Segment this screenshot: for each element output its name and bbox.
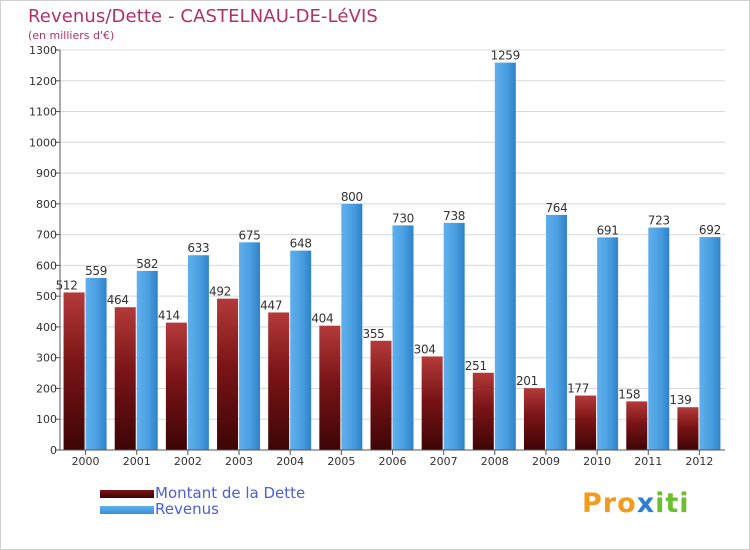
data-label-revenue: 675 [239, 228, 261, 242]
data-label-debt: 464 [107, 293, 129, 307]
chart-subtitle: (en milliers d'€) [28, 29, 115, 42]
data-label-revenue: 648 [290, 237, 312, 251]
x-tick-label: 2004 [276, 455, 304, 468]
y-tick-label: 900 [36, 167, 57, 180]
y-tick-label: 200 [36, 382, 57, 395]
x-tick-label: 2011 [634, 455, 662, 468]
y-tick-label: 1100 [29, 106, 57, 119]
data-label-debt: 304 [414, 342, 436, 356]
proxiti-logo: Proxiti [582, 488, 690, 519]
data-label-debt: 447 [260, 298, 282, 312]
y-tick-label: 400 [36, 321, 57, 334]
data-label-revenue: 764 [545, 201, 567, 215]
x-tick-label: 2007 [430, 455, 458, 468]
y-tick-label: 1200 [29, 75, 57, 88]
data-label-revenue: 730 [392, 211, 414, 225]
bar-revenue [392, 225, 414, 450]
bar-revenue [187, 255, 209, 450]
legend-label-revenue: Revenus [155, 500, 219, 518]
x-tick-label: 2012 [685, 455, 713, 468]
bars-layer: 512 559 464 582 414 633 492 675 447 648 404 800 355 7… [56, 49, 721, 450]
data-label-debt: 251 [465, 359, 487, 373]
bar-revenue [290, 250, 312, 450]
bar-debt [114, 307, 136, 450]
logo-letter: x [636, 488, 656, 519]
bar-revenue [341, 203, 363, 450]
bar-debt [319, 325, 341, 450]
bar-debt [677, 407, 699, 450]
y-tick-label: 700 [36, 229, 57, 242]
x-tick-label: 2001 [123, 455, 151, 468]
data-label-revenue: 633 [187, 241, 209, 255]
bar-debt [217, 298, 239, 450]
bar-debt [472, 372, 494, 450]
data-label-revenue: 738 [443, 209, 465, 223]
chart-title: Revenus/Dette - CASTELNAU-DE-LéVIS [28, 6, 378, 27]
x-tick-label: 2010 [583, 455, 611, 468]
logo-letter: i [679, 488, 690, 519]
data-label-revenue: 559 [85, 264, 107, 278]
data-label-revenue: 691 [597, 223, 619, 237]
y-tick-label: 800 [36, 198, 57, 211]
data-label-revenue: 1259 [491, 49, 520, 63]
bar-debt [575, 395, 597, 450]
logo-letter: t [665, 488, 680, 519]
y-tick-label: 1300 [29, 44, 57, 57]
y-tick-label: 0 [50, 444, 57, 457]
data-label-revenue: 723 [648, 214, 670, 228]
y-tick-label: 1000 [29, 136, 57, 149]
data-label-debt: 414 [158, 309, 180, 323]
data-label-debt: 158 [618, 387, 640, 401]
data-label-debt: 177 [567, 382, 589, 396]
y-tick-label: 600 [36, 259, 57, 272]
bar-debt [370, 340, 392, 450]
bar-revenue [239, 242, 261, 450]
data-label-revenue: 582 [136, 257, 158, 271]
bar-debt [268, 312, 290, 450]
bar-revenue [699, 237, 721, 450]
logo-letter: o [617, 488, 637, 519]
legend-swatch-debt [100, 490, 154, 498]
bar-debt [165, 322, 187, 450]
bar-revenue [443, 222, 465, 450]
x-tick-label: 2006 [379, 455, 407, 468]
bar-debt [421, 356, 443, 450]
logo-letter: i [655, 488, 666, 519]
data-label-debt: 139 [669, 393, 691, 407]
data-label-debt: 201 [516, 374, 538, 388]
bar-revenue [136, 270, 158, 450]
bar-revenue [85, 278, 107, 450]
bar-debt [63, 292, 85, 450]
bar-debt [626, 401, 648, 450]
x-tick-label: 2002 [174, 455, 202, 468]
data-label-debt: 512 [56, 278, 78, 292]
bar-revenue [597, 237, 619, 450]
bar-revenue [545, 214, 567, 450]
axis-layer: 0 100 200 300 400 500 600 700 800 900 1000 1100 1200… [29, 44, 725, 468]
y-tick-label: 300 [36, 352, 57, 365]
data-label-revenue: 800 [341, 190, 363, 204]
data-label-debt: 404 [311, 312, 333, 326]
data-label-debt: 492 [209, 285, 231, 299]
logo-letter: r [602, 488, 618, 519]
logo-letter: P [582, 488, 603, 519]
x-tick-label: 2003 [225, 455, 253, 468]
y-tick-label: 100 [36, 413, 57, 426]
y-tick-label: 500 [36, 290, 57, 303]
x-tick-label: 2008 [481, 455, 509, 468]
bar-revenue [494, 62, 516, 450]
data-label-revenue: 692 [699, 223, 721, 237]
x-tick-label: 2009 [532, 455, 560, 468]
bar-debt [523, 388, 545, 450]
legend-swatch-revenue [100, 506, 154, 514]
bar-revenue [648, 227, 670, 450]
x-tick-label: 2000 [72, 455, 100, 468]
x-tick-label: 2005 [327, 455, 355, 468]
data-label-debt: 355 [362, 327, 384, 341]
legend-label-debt: Montant de la Dette [155, 484, 306, 502]
